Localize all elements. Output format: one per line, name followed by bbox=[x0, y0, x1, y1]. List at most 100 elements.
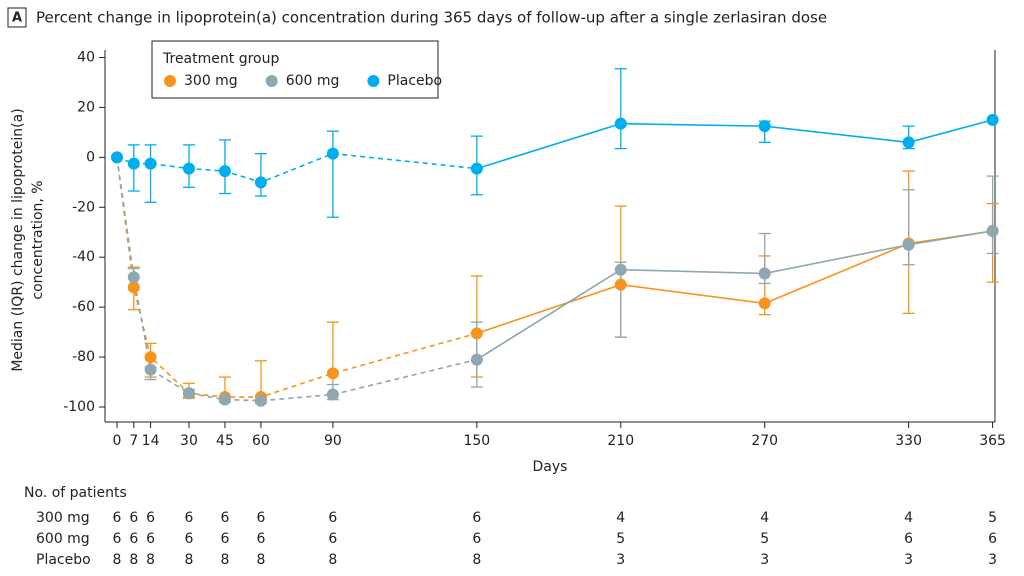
patients-count: 4 bbox=[616, 510, 625, 526]
data-point bbox=[144, 351, 157, 364]
y-tick-label: 0 bbox=[86, 149, 95, 165]
patients-count: 6 bbox=[185, 531, 194, 547]
patients-count: 3 bbox=[760, 552, 769, 568]
patients-row-label: 300 mg bbox=[36, 510, 90, 526]
data-point bbox=[127, 271, 140, 284]
patients-count: 6 bbox=[185, 510, 194, 526]
data-point bbox=[326, 388, 339, 401]
y-tick-label: -20 bbox=[72, 199, 95, 215]
x-tick-label: 45 bbox=[216, 433, 234, 449]
series-line bbox=[476, 230, 993, 335]
data-point bbox=[218, 393, 231, 406]
patients-count: 4 bbox=[904, 510, 913, 526]
patients-count: 6 bbox=[220, 531, 229, 547]
patients-count: 6 bbox=[328, 531, 337, 547]
data-point bbox=[986, 225, 999, 238]
patients-count: 6 bbox=[129, 510, 138, 526]
data-point bbox=[326, 367, 339, 380]
patients-count: 8 bbox=[328, 552, 337, 568]
x-tick-label: 330 bbox=[895, 433, 922, 449]
patients-count: 8 bbox=[220, 552, 229, 568]
y-tick-label: -40 bbox=[72, 249, 95, 265]
patients-row-label: 600 mg bbox=[36, 531, 90, 547]
x-tick-label: 150 bbox=[463, 433, 490, 449]
patients-count: 6 bbox=[472, 510, 481, 526]
y-tick-label: 20 bbox=[77, 99, 95, 115]
data-point bbox=[902, 238, 915, 251]
patients-title: No. of patients bbox=[24, 485, 127, 501]
patients-count: 6 bbox=[220, 510, 229, 526]
series-line bbox=[476, 230, 993, 361]
data-point bbox=[144, 157, 157, 170]
data-point bbox=[326, 147, 339, 160]
data-point bbox=[127, 157, 140, 170]
legend-title: Treatment group bbox=[162, 51, 279, 67]
legend-marker bbox=[265, 75, 278, 87]
patients-count: 6 bbox=[904, 531, 913, 547]
series-line bbox=[116, 157, 478, 398]
legend-label: 300 mg bbox=[184, 73, 238, 89]
patients-count: 8 bbox=[472, 552, 481, 568]
patients-count: 6 bbox=[256, 531, 265, 547]
data-point bbox=[902, 136, 915, 149]
data-point bbox=[614, 278, 627, 291]
patients-count: 4 bbox=[760, 510, 769, 526]
x-axis-label: Days bbox=[533, 459, 568, 475]
x-tick-label: 365 bbox=[979, 433, 1006, 449]
x-tick-label: 270 bbox=[751, 433, 778, 449]
data-point bbox=[758, 297, 771, 310]
x-tick-label: 90 bbox=[324, 433, 342, 449]
patients-count: 6 bbox=[129, 531, 138, 547]
data-point bbox=[127, 281, 140, 294]
data-point bbox=[254, 176, 267, 189]
patients-count: 6 bbox=[472, 531, 481, 547]
legend-marker bbox=[164, 75, 176, 87]
patients-count: 8 bbox=[185, 552, 194, 568]
patients-count: 8 bbox=[113, 552, 122, 568]
patients-count: 3 bbox=[904, 552, 913, 568]
x-tick-label: 14 bbox=[142, 433, 160, 449]
x-tick-label: 0 bbox=[113, 433, 122, 449]
data-point bbox=[218, 165, 231, 178]
patients-count: 5 bbox=[760, 531, 769, 547]
x-tick-label: 210 bbox=[607, 433, 634, 449]
series-line bbox=[476, 119, 993, 170]
data-point bbox=[470, 353, 483, 366]
data-point bbox=[470, 327, 483, 340]
patients-count: 8 bbox=[256, 552, 265, 568]
patients-count: 6 bbox=[113, 531, 122, 547]
patients-count: 5 bbox=[616, 531, 625, 547]
legend-label: 600 mg bbox=[286, 73, 340, 89]
y-tick-label: -100 bbox=[63, 399, 95, 415]
data-point bbox=[758, 267, 771, 280]
y-axis-label: Median (IQR) change in lipoprotein(a) bbox=[10, 108, 26, 371]
legend-label: Placebo bbox=[387, 73, 442, 89]
series-line bbox=[116, 152, 477, 184]
panel-label: A bbox=[12, 11, 22, 26]
x-tick-label: 30 bbox=[180, 433, 198, 449]
legend-marker bbox=[367, 75, 380, 87]
y-tick-label: 40 bbox=[77, 49, 95, 65]
data-point bbox=[110, 151, 123, 164]
data-point bbox=[986, 113, 999, 126]
patients-count: 6 bbox=[113, 510, 122, 526]
data-point bbox=[182, 162, 195, 175]
series-line bbox=[116, 157, 478, 402]
data-point bbox=[144, 363, 157, 376]
patients-count: 6 bbox=[328, 510, 337, 526]
data-point bbox=[182, 387, 195, 400]
y-axis-label: concentration, % bbox=[30, 180, 46, 299]
patients-count: 3 bbox=[988, 552, 997, 568]
patients-count: 6 bbox=[256, 510, 265, 526]
y-tick-label: -80 bbox=[72, 349, 95, 365]
patients-count: 3 bbox=[616, 552, 625, 568]
patients-row-label: Placebo bbox=[36, 552, 91, 568]
patients-count: 6 bbox=[988, 531, 997, 547]
x-tick-label: 60 bbox=[252, 433, 270, 449]
x-tick-label: 7 bbox=[129, 433, 138, 449]
data-point bbox=[470, 162, 483, 175]
data-point bbox=[758, 120, 771, 133]
panel-label-box bbox=[7, 7, 27, 28]
patients-count: 8 bbox=[129, 552, 138, 568]
patients-count: 6 bbox=[146, 531, 155, 547]
